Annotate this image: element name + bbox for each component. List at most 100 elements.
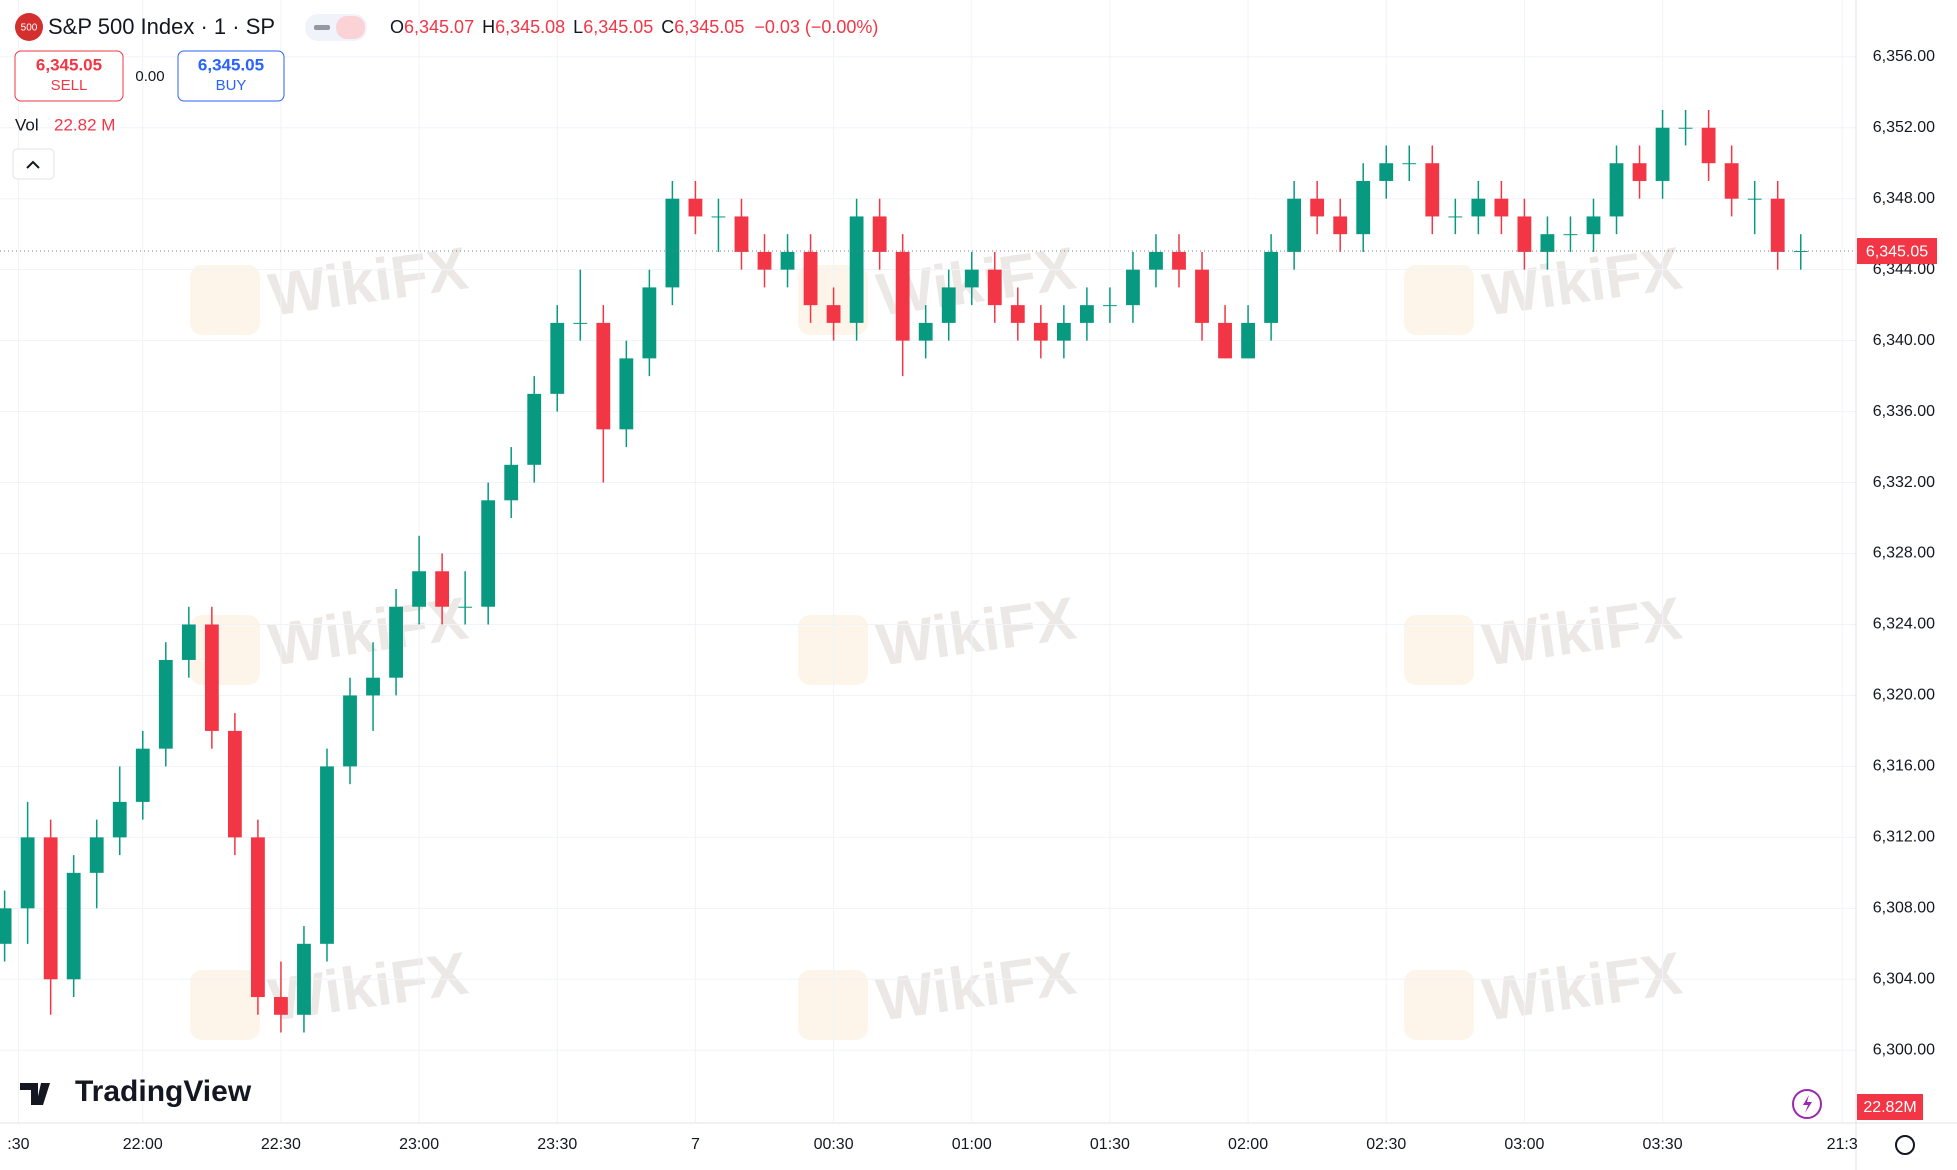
candle-body [297,943,311,1015]
y-tick-label: 6,340.00 [1873,332,1935,349]
candle-body [1218,322,1232,359]
volume-value: 22.82 M [54,115,115,134]
candle-body [1540,234,1555,252]
y-tick-label: 6,336.00 [1873,403,1935,420]
legend-key: O [390,17,404,37]
candle-body [43,837,58,980]
footer: TradingView 22.82M [20,1075,1923,1155]
candle-body [550,322,565,394]
lightning-icon [1803,1095,1812,1113]
legend-value: 6,345.07 [404,17,474,37]
candle-body [1678,127,1693,129]
candle-body [1264,251,1279,323]
x-tick-label: 21:3 [1827,1136,1858,1153]
candle-body [619,358,634,430]
candle-body [1494,198,1509,217]
x-tick-label: 01:30 [1090,1136,1130,1153]
candle-body [481,500,496,607]
candle-body [227,730,242,838]
candle-body [1056,322,1071,341]
watermark-logo [798,615,868,685]
candle-body [343,695,357,767]
candle-body [1103,305,1117,307]
watermark: WikiFX [265,939,472,1033]
candle-body [458,606,473,608]
ohlc-legend: O6,345.07 H6,345.08 L6,345.05 C6,345.05 −0.0… [390,17,878,37]
candle-body [1033,322,1048,341]
legend-value: 6,345.05 [674,17,744,37]
y-tick-label: 6,324.00 [1873,616,1935,633]
y-tick-label: 6,328.00 [1873,545,1935,562]
buy-button[interactable] [177,50,285,102]
candle-body [780,251,795,270]
x-tick-label: 22:30 [261,1136,301,1153]
y-tick-label: 6,308.00 [1873,900,1935,917]
candle-body [527,393,542,465]
y-tick-label: 6,348.00 [1873,190,1935,207]
watermark-logo [190,970,260,1040]
candle-body [89,837,104,873]
candle-body [1586,216,1601,235]
y-tick-label: 6,316.00 [1873,758,1935,775]
candle-body [688,198,703,217]
candle-body [1310,198,1325,217]
watermark: WikiFX [1479,234,1686,328]
candle-body [1149,251,1163,270]
candle-body [803,251,818,306]
y-tick-label: 6,300.00 [1873,1041,1935,1058]
candle-body [504,464,519,501]
chart-title: S&P 500 Index · 1 · SP [48,14,275,39]
spread: 0.00 [135,68,164,85]
x-tick-label: 01:00 [952,1136,992,1153]
candle-body [366,677,380,696]
y-tick-label: 6,332.00 [1873,474,1935,491]
candle-body [135,748,150,802]
symbol-icon [15,13,43,41]
y-tick-label: 6,344.00 [1873,261,1935,278]
settings-button[interactable] [1895,1135,1915,1155]
candle-body [181,624,196,660]
x-tick-label: 23:00 [399,1136,439,1153]
sell-button[interactable] [14,50,124,102]
candle-body [204,624,219,731]
y-tick-label: 6,312.00 [1873,829,1935,846]
candle-body [1195,269,1209,323]
x-tick-label: 22:00 [123,1136,163,1153]
candle-body [320,766,334,944]
candle-body [1172,251,1186,270]
watermark: WikiFX [873,939,1080,1033]
candle-body [849,216,864,323]
watermark-logo [1404,970,1474,1040]
y-tick-label: 6,352.00 [1873,119,1935,136]
candle-body [872,216,887,252]
candle-body [66,872,81,980]
candle-body [1333,216,1348,235]
candle-body [389,606,403,678]
collapse-icon [26,160,40,169]
watermark: WikiFX [265,234,472,328]
candle-body [1425,163,1440,217]
candle-body [826,305,841,323]
candle-body [1241,322,1255,359]
candle-body [250,837,265,998]
x-tick-label: :30 [7,1136,29,1153]
x-tick-label: 02:30 [1366,1136,1406,1153]
x-tick-label: 02:00 [1228,1136,1268,1153]
candle-body [1724,163,1739,199]
candle-body [0,908,12,944]
y-tick-label: 6,304.00 [1873,971,1935,988]
watermark-logo [1404,265,1474,335]
legend-key: L [573,17,583,37]
watermark-logo [798,970,868,1040]
candle-body [987,269,1002,306]
collapse-button[interactable] [12,148,55,180]
volume-label: Vol [15,115,39,134]
legend-value: 6,345.05 [583,17,653,37]
candle-body [1471,198,1486,217]
brand-logo [20,1083,50,1105]
candle-body [596,322,611,430]
y-tick-label: 6,356.00 [1873,48,1935,65]
candle-body [274,997,288,1015]
candle-body [941,287,956,323]
